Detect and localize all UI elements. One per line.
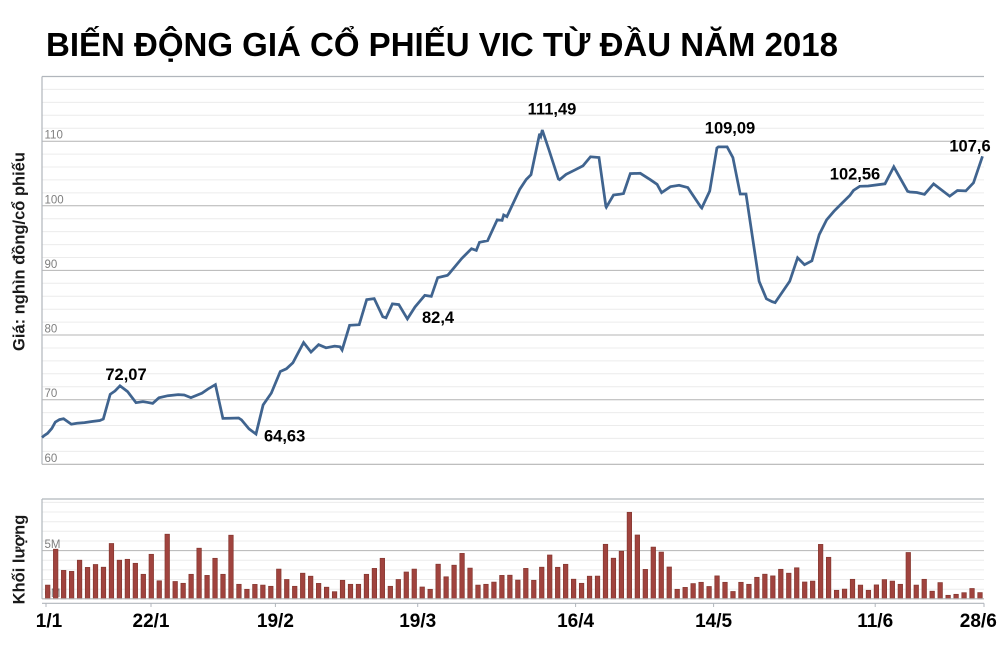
svg-text:109,09: 109,09 (705, 120, 755, 138)
svg-text:111,49: 111,49 (528, 101, 577, 119)
svg-text:28/6: 28/6 (960, 611, 997, 632)
svg-text:102,56: 102,56 (830, 165, 880, 183)
svg-text:90: 90 (45, 259, 58, 271)
svg-text:11/6: 11/6 (857, 611, 893, 632)
svg-text:19/2: 19/2 (257, 611, 294, 632)
svg-text:5M: 5M (45, 539, 61, 551)
svg-text:107,6: 107,6 (949, 137, 990, 155)
svg-text:72,07: 72,07 (105, 366, 146, 384)
svg-text:22/1: 22/1 (133, 611, 170, 632)
svg-text:60: 60 (45, 453, 58, 465)
svg-text:110: 110 (45, 130, 63, 142)
svg-text:19/3: 19/3 (399, 611, 436, 632)
svg-text:100: 100 (45, 194, 64, 206)
svg-text:1/1: 1/1 (36, 611, 63, 632)
svg-text:70: 70 (45, 388, 58, 400)
svg-text:14/5: 14/5 (695, 611, 732, 632)
svg-text:80: 80 (45, 324, 58, 336)
svg-text:82,4: 82,4 (422, 309, 455, 327)
svg-text:64,63: 64,63 (264, 428, 305, 446)
svg-text:16/4: 16/4 (557, 611, 594, 632)
